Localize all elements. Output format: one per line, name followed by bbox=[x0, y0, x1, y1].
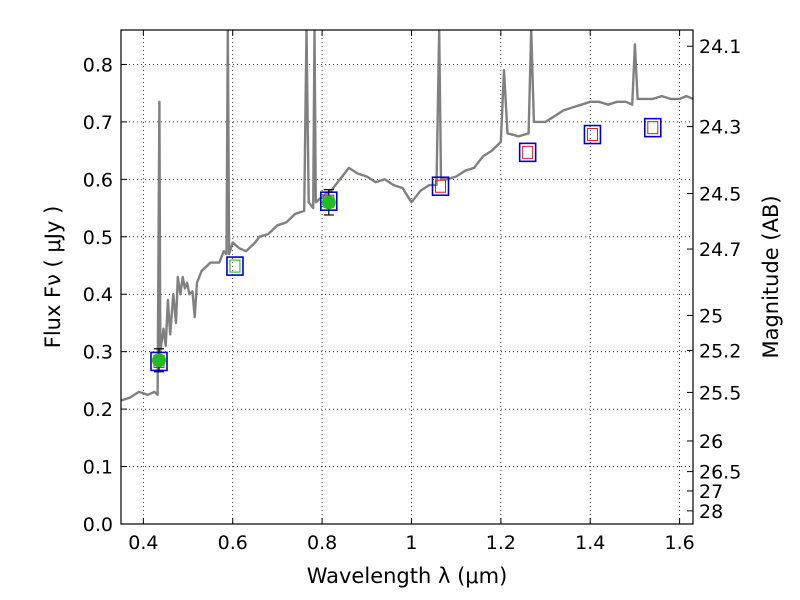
right-tick-label: 27 bbox=[699, 481, 723, 503]
x-tick-label: 0.8 bbox=[307, 532, 337, 554]
right-tick-label: 26.5 bbox=[699, 462, 741, 484]
model-photometry-inner bbox=[586, 128, 598, 142]
right-axis-label: Magnitude (AB) bbox=[759, 195, 783, 358]
x-tick-label: 1.4 bbox=[575, 532, 605, 554]
model-spectrum-line bbox=[121, 30, 693, 402]
plot-frame bbox=[120, 29, 694, 525]
x-tick-label: 1.6 bbox=[664, 532, 694, 554]
y-tick-label: 0.3 bbox=[83, 342, 113, 364]
x-axis-label: Wavelength λ (μm) bbox=[307, 564, 508, 588]
x-axis-ticks: 0.4 0.6 0.8 1 1.2 1.4 1.6 bbox=[128, 30, 695, 554]
points-layer bbox=[150, 117, 662, 373]
observed-point bbox=[321, 195, 336, 210]
y-tick-label: 0.4 bbox=[83, 284, 113, 306]
model-photometry-box bbox=[583, 124, 602, 145]
model-photometry-inner bbox=[522, 145, 534, 159]
right-tick-label: 24.7 bbox=[699, 239, 741, 261]
model-photometry-box bbox=[643, 117, 662, 138]
y-tick-label: 0.8 bbox=[83, 54, 113, 76]
x-tick-label: 1.2 bbox=[486, 532, 516, 554]
y-tick-label: 0.1 bbox=[83, 457, 113, 479]
spectrum-layer bbox=[121, 30, 693, 402]
right-tick-label: 25.2 bbox=[699, 341, 741, 363]
y-tick-label: 0.5 bbox=[83, 227, 113, 249]
y-axis-ticks: 0.0 0.1 0.2 0.3 0.4 0.5 0.6 0.7 0.8 bbox=[83, 54, 127, 536]
model-photometry-inner bbox=[647, 121, 659, 135]
model-photometry-box bbox=[226, 256, 244, 276]
right-tick-label: 25 bbox=[699, 305, 723, 327]
x-tick-label: 1 bbox=[405, 532, 417, 554]
y-tick-label: 0.7 bbox=[83, 112, 113, 134]
x-tick-label: 0.6 bbox=[218, 532, 248, 554]
x-tick-label: 0.4 bbox=[128, 532, 158, 554]
right-tick-label: 24.5 bbox=[699, 183, 741, 205]
model-photometry-box bbox=[431, 176, 450, 197]
model-photometry-inner bbox=[435, 179, 447, 193]
right-tick-label: 24.3 bbox=[699, 117, 741, 139]
y-tick-label: 0.6 bbox=[83, 169, 113, 191]
right-tick-label: 25.5 bbox=[699, 382, 741, 404]
right-tick-label: 28 bbox=[699, 501, 723, 523]
right-tick-label: 24.1 bbox=[699, 36, 741, 58]
model-photometry-inner bbox=[229, 259, 241, 273]
y-axis-label: Flux Fν ( μJy ) bbox=[41, 206, 65, 349]
y-tick-label: 0.2 bbox=[83, 399, 113, 421]
right-tick-label: 26 bbox=[699, 431, 723, 453]
observed-point bbox=[151, 353, 166, 368]
plot-background bbox=[121, 30, 693, 524]
y-tick-label: 0.0 bbox=[83, 514, 113, 536]
model-photometry-box bbox=[518, 142, 537, 163]
